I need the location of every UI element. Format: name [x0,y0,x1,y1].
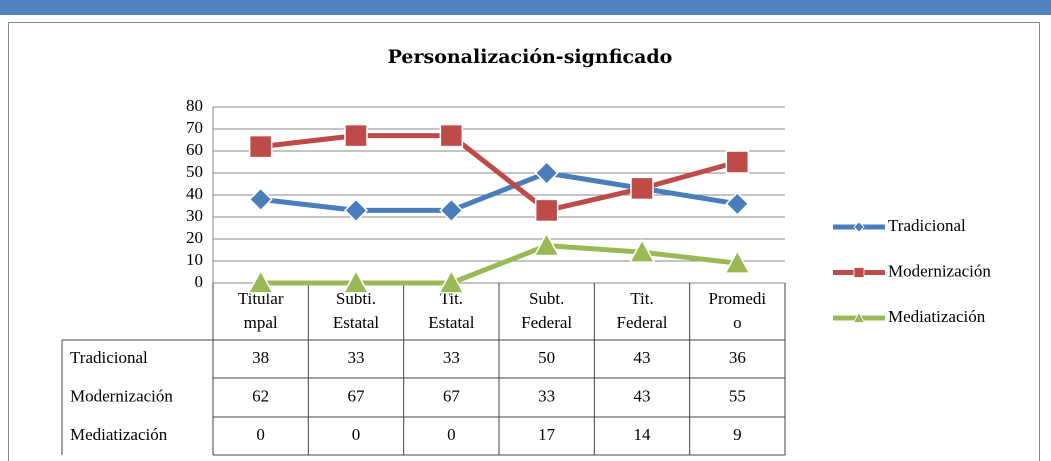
table-value: 0 [447,425,456,444]
table-value: 55 [729,386,746,405]
data-marker [344,123,368,148]
y-tick-label: 80 [186,96,203,115]
legend-marker [853,221,865,233]
data-marker [534,160,559,186]
data-marker [248,187,273,212]
top-band [0,0,1051,15]
data-marker [437,269,465,294]
x-tick-label: Promedi o [709,289,767,332]
legend-label: Mediatización [888,307,986,326]
x-tick-label: Subt. Federal [521,289,572,332]
data-marker [533,231,561,257]
data-marker [343,198,369,223]
table-value: 67 [348,386,366,405]
table-value: 17 [538,425,556,444]
table-value: 33 [538,386,555,405]
table-value: 67 [443,386,461,405]
data-marker [439,123,464,148]
y-tick-label: 50 [186,162,203,181]
x-tick-label: Titular mpal [238,289,284,332]
legend-label: Modernización [888,261,991,280]
legend-label: Tradicional [888,216,966,235]
y-tick-label: 20 [186,228,203,247]
data-marker [723,249,751,274]
y-tick-label: 0 [195,272,204,291]
chart-frame [8,22,1040,461]
y-tick-label: 40 [186,184,203,203]
table-value: 9 [733,425,742,444]
table-value: 0 [352,425,361,444]
table-value: 43 [634,348,651,367]
table-value: 0 [256,425,265,444]
data-marker [628,238,656,263]
data-marker [630,176,654,201]
data-marker [534,198,559,223]
data-marker [247,269,275,294]
x-tick-label: Tit. Estatal [428,289,475,332]
data-marker [439,198,464,223]
y-tick-label: 10 [186,250,203,269]
data-marker [248,134,273,159]
y-tick-label: 60 [186,140,203,159]
table-value: 50 [538,348,555,367]
x-tick-label: Tit. Federal [617,289,668,332]
legend-marker [852,311,866,323]
table-value: 33 [348,348,365,367]
table-row-label: Tradicional [70,348,148,367]
x-tick-label: Subti. Estatal [333,289,380,332]
table-value: 38 [252,348,269,367]
data-marker [725,150,750,174]
series-line [260,170,738,213]
table-value: 62 [252,386,269,405]
table-row-label: Modernización [70,386,173,405]
chart-title: Personalización-signficado [388,46,673,68]
table-value: 33 [443,348,460,367]
y-tick-label: 70 [186,118,203,137]
table-row-label: Mediatización [70,425,168,444]
table-value: 36 [729,348,746,367]
data-marker [342,269,370,294]
table-value: 14 [634,425,652,444]
series-line [260,243,738,286]
y-tick-label: 30 [186,206,203,225]
legend-marker [853,267,865,278]
table-value: 43 [634,386,651,405]
data-marker [725,191,750,216]
series-line [260,133,739,213]
